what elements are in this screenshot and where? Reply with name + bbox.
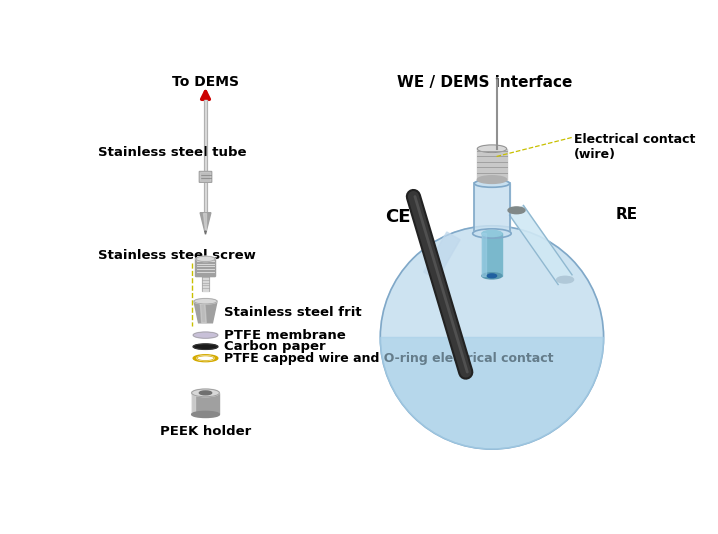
Text: Stainless steel frit: Stainless steel frit — [224, 305, 362, 318]
Ellipse shape — [477, 145, 507, 153]
Polygon shape — [381, 337, 604, 449]
Bar — [205, 100, 207, 174]
Text: To DEMS: To DEMS — [172, 75, 239, 89]
FancyBboxPatch shape — [195, 258, 215, 277]
Bar — [205, 182, 207, 213]
Bar — [474, 184, 510, 233]
Polygon shape — [424, 232, 460, 280]
Polygon shape — [510, 206, 572, 285]
Ellipse shape — [193, 344, 218, 349]
Ellipse shape — [477, 176, 507, 184]
Text: WE / DEMS interface: WE / DEMS interface — [396, 75, 572, 90]
Text: RE: RE — [616, 207, 638, 222]
FancyBboxPatch shape — [200, 171, 212, 182]
Polygon shape — [200, 301, 206, 323]
Text: PEEK holder: PEEK holder — [160, 425, 251, 438]
Polygon shape — [205, 231, 206, 234]
Ellipse shape — [200, 391, 212, 395]
Ellipse shape — [194, 299, 217, 304]
Bar — [192, 393, 195, 414]
Text: Carbon paper: Carbon paper — [224, 340, 325, 353]
Ellipse shape — [197, 356, 214, 360]
Text: CE: CE — [386, 208, 411, 225]
Ellipse shape — [482, 230, 502, 237]
Text: Stainless steel screw: Stainless steel screw — [98, 248, 256, 262]
Ellipse shape — [556, 276, 574, 283]
Ellipse shape — [508, 207, 525, 214]
FancyBboxPatch shape — [200, 172, 211, 182]
Text: PTFE membrane: PTFE membrane — [224, 328, 346, 342]
Bar — [202, 276, 210, 291]
Circle shape — [381, 226, 604, 449]
Ellipse shape — [482, 273, 502, 279]
Bar — [192, 393, 220, 414]
Text: Stainless steel tube: Stainless steel tube — [98, 146, 246, 159]
Polygon shape — [194, 301, 217, 323]
Ellipse shape — [196, 256, 215, 262]
Ellipse shape — [472, 229, 511, 238]
Ellipse shape — [192, 411, 220, 418]
Bar — [482, 233, 486, 276]
Ellipse shape — [488, 274, 497, 278]
Bar — [482, 233, 502, 276]
Ellipse shape — [192, 389, 220, 397]
Text: PTFE capped wire and O-ring electrical contact: PTFE capped wire and O-ring electrical c… — [224, 352, 554, 365]
Polygon shape — [200, 213, 211, 231]
Text: Electrical contact
(wire): Electrical contact (wire) — [574, 134, 696, 161]
Polygon shape — [203, 213, 205, 231]
Ellipse shape — [193, 355, 218, 362]
Bar — [477, 149, 507, 179]
Ellipse shape — [193, 332, 218, 338]
Ellipse shape — [474, 179, 510, 187]
